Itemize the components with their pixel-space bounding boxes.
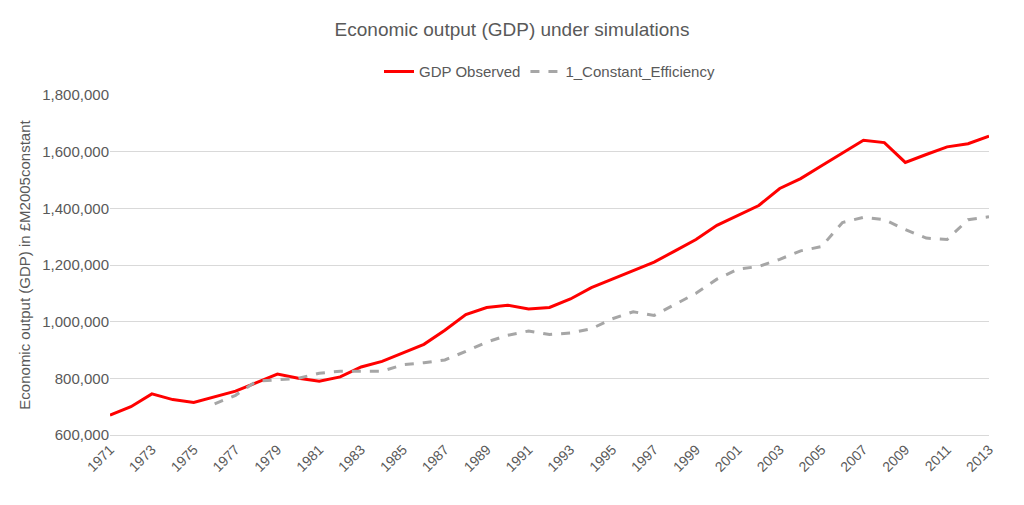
svg-text:2009: 2009: [879, 441, 912, 474]
svg-text:2005: 2005: [795, 441, 828, 474]
svg-text:1997: 1997: [628, 441, 661, 474]
svg-text:1993: 1993: [544, 441, 577, 474]
svg-text:1,600,000: 1,600,000: [42, 143, 109, 160]
svg-text:1989: 1989: [460, 441, 493, 474]
svg-text:1,200,000: 1,200,000: [42, 256, 109, 273]
svg-text:1991: 1991: [502, 441, 535, 474]
svg-text:1,400,000: 1,400,000: [42, 200, 109, 217]
svg-text:1979: 1979: [251, 441, 284, 474]
svg-text:1973: 1973: [126, 441, 159, 474]
svg-text:1977: 1977: [209, 441, 242, 474]
svg-text:Economic output (GDP) under si: Economic output (GDP) under simulations: [335, 19, 690, 40]
svg-text:600,000: 600,000: [55, 426, 109, 443]
svg-text:1971: 1971: [84, 441, 117, 474]
svg-text:2011: 2011: [922, 441, 955, 474]
svg-text:2003: 2003: [753, 441, 786, 474]
svg-text:1_Constant_Efficiency: 1_Constant_Efficiency: [565, 63, 714, 80]
svg-text:1999: 1999: [670, 441, 703, 474]
svg-text:2001: 2001: [712, 441, 745, 474]
svg-text:2013: 2013: [963, 441, 996, 474]
svg-text:2007: 2007: [837, 441, 870, 474]
svg-text:GDP Observed: GDP Observed: [419, 63, 520, 80]
svg-text:1,800,000: 1,800,000: [42, 86, 109, 103]
svg-text:1981: 1981: [293, 441, 326, 474]
svg-text:1,000,000: 1,000,000: [42, 313, 109, 330]
svg-text:Economic output (GDP) in £M200: Economic output (GDP) in £M2005constant: [16, 120, 33, 410]
svg-text:1985: 1985: [377, 441, 410, 474]
svg-text:800,000: 800,000: [55, 370, 109, 387]
svg-text:1987: 1987: [419, 441, 452, 474]
svg-text:1975: 1975: [167, 441, 200, 474]
svg-text:1983: 1983: [335, 441, 368, 474]
svg-text:1995: 1995: [586, 441, 619, 474]
